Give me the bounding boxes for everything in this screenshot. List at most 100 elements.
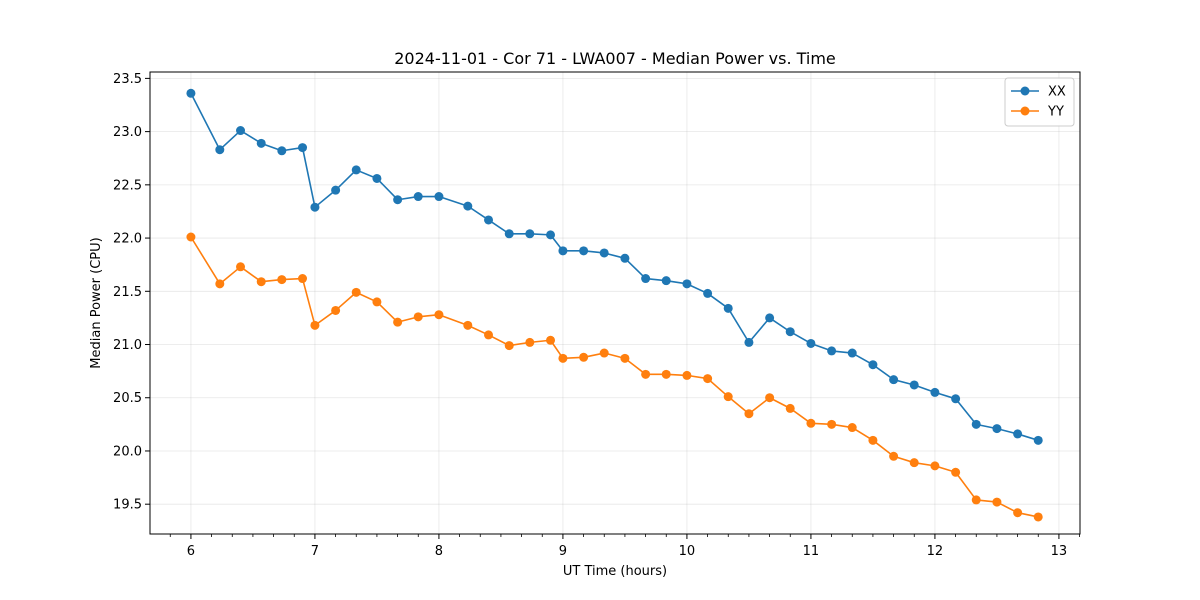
y-tick-label: 22.5 <box>113 178 142 193</box>
data-point-xx <box>413 192 423 202</box>
series-xx <box>186 88 1043 445</box>
data-point-xx <box>434 192 444 202</box>
data-point-xx <box>806 338 816 348</box>
x-tick-label: 6 <box>187 544 195 559</box>
data-point-yy <box>909 458 919 468</box>
data-point-yy <box>992 497 1002 507</box>
y-tick-label: 20.0 <box>113 444 142 459</box>
data-point-xx <box>186 88 196 98</box>
data-point-xx <box>484 215 494 225</box>
data-point-xx <box>463 201 473 211</box>
data-point-xx <box>599 248 609 258</box>
data-point-yy <box>236 262 246 272</box>
axis-ticks: 6 7 8 9 10 11 12 13 19.5 20.0 20.5 21.0 21.5 22.0 22.5… <box>113 72 1080 559</box>
data-point-yy <box>331 305 341 315</box>
data-point-xx <box>546 230 556 240</box>
data-point-yy <box>723 392 733 402</box>
data-point-yy <box>298 274 308 284</box>
legend-marker-xx <box>1020 86 1030 96</box>
data-point-xx <box>827 346 837 356</box>
data-point-yy <box>785 403 795 413</box>
x-tick-label: 13 <box>1051 544 1068 559</box>
data-point-yy <box>620 353 630 363</box>
legend-label-xx: XX <box>1048 85 1066 100</box>
data-point-xx <box>331 185 341 195</box>
y-tick-label: 23.5 <box>113 72 142 87</box>
data-point-yy <box>484 330 494 340</box>
data-point-xx <box>682 279 692 289</box>
data-point-yy <box>951 467 961 477</box>
data-point-xx <box>372 173 382 183</box>
data-point-yy <box>525 337 535 347</box>
data-point-yy <box>661 369 671 379</box>
data-point-yy <box>546 335 556 345</box>
data-point-yy <box>372 297 382 307</box>
data-point-yy <box>393 317 403 327</box>
data-point-xx <box>1033 435 1043 445</box>
data-point-yy <box>504 341 514 351</box>
x-tick-label: 8 <box>435 544 443 559</box>
data-point-xx <box>620 253 630 263</box>
data-point-xx <box>215 145 225 155</box>
y-axis-label: Median Power (CPU) <box>89 237 104 368</box>
y-tick-label: 21.5 <box>113 285 142 300</box>
data-point-xx <box>1013 429 1023 439</box>
series-yy <box>186 232 1043 522</box>
data-point-yy <box>641 369 651 379</box>
data-point-xx <box>744 337 754 347</box>
data-point-yy <box>277 275 287 285</box>
data-point-yy <box>744 409 754 419</box>
data-point-yy <box>256 277 266 287</box>
data-point-yy <box>434 310 444 320</box>
data-point-xx <box>525 229 535 239</box>
data-point-xx <box>236 126 246 136</box>
data-point-xx <box>579 246 589 256</box>
data-point-xx <box>992 424 1002 434</box>
data-point-xx <box>785 327 795 337</box>
x-tick-label: 11 <box>803 544 820 559</box>
data-point-xx <box>723 303 733 313</box>
x-tick-label: 10 <box>679 544 696 559</box>
data-point-yy <box>827 419 837 429</box>
data-point-xx <box>971 419 981 429</box>
grid <box>150 72 1080 534</box>
x-axis-label: UT Time (hours) <box>563 564 667 579</box>
data-point-yy <box>186 232 196 242</box>
data-point-yy <box>1033 512 1043 522</box>
data-point-yy <box>703 374 713 384</box>
data-point-xx <box>930 387 940 397</box>
legend-marker-yy <box>1020 106 1030 116</box>
data-point-yy <box>215 279 225 289</box>
series-layer <box>186 88 1043 522</box>
data-point-xx <box>703 288 713 298</box>
data-point-yy <box>463 320 473 330</box>
data-point-xx <box>847 348 857 358</box>
y-tick-label: 20.5 <box>113 391 142 406</box>
y-tick-label: 22.0 <box>113 232 142 247</box>
data-point-xx <box>351 165 361 175</box>
data-point-xx <box>909 380 919 390</box>
data-point-xx <box>393 195 403 205</box>
data-point-xx <box>504 229 514 239</box>
x-tick-label: 12 <box>927 544 944 559</box>
data-point-yy <box>868 435 878 445</box>
data-point-xx <box>641 274 651 284</box>
data-point-yy <box>930 461 940 471</box>
plot-frame <box>149 71 1081 535</box>
y-tick-label: 23.0 <box>113 125 142 140</box>
data-point-xx <box>951 394 961 404</box>
x-tick-label: 7 <box>311 544 319 559</box>
data-point-yy <box>599 348 609 358</box>
data-point-xx <box>868 360 878 370</box>
data-point-yy <box>351 287 361 297</box>
data-point-xx <box>277 146 287 156</box>
data-point-xx <box>765 313 775 323</box>
y-tick-label: 21.0 <box>113 338 142 353</box>
data-point-yy <box>971 495 981 505</box>
data-point-yy <box>413 312 423 322</box>
data-point-yy <box>579 352 589 362</box>
data-point-yy <box>310 320 320 330</box>
data-point-yy <box>806 418 816 428</box>
data-point-yy <box>765 393 775 403</box>
